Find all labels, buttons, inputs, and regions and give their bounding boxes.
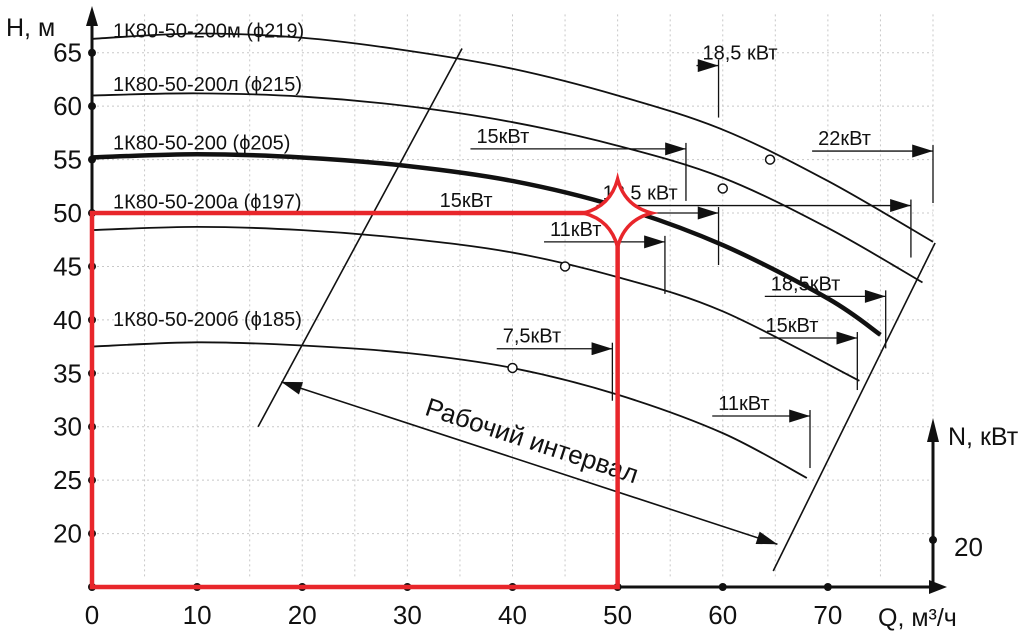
highlight-rectangle xyxy=(89,210,620,590)
power-label: 15кВт xyxy=(766,315,819,337)
y-tick-label: 35 xyxy=(53,358,82,388)
x-tick-label: 10 xyxy=(183,600,212,630)
x-tick-label: 40 xyxy=(498,600,527,630)
operating-point xyxy=(507,362,518,374)
x-tick-label: 30 xyxy=(393,600,422,630)
x-axis-arrow-icon xyxy=(929,580,947,594)
operating-range-lines xyxy=(257,48,936,572)
y-tick-label: 20 xyxy=(53,519,82,549)
power-label: 15кВт xyxy=(476,126,529,148)
series-label: 1К80-50-200м (ϕ219) xyxy=(113,20,304,42)
power-label: 11кВт xyxy=(718,393,769,415)
x-tick-label: 0 xyxy=(85,600,99,630)
highlight-star-icon xyxy=(576,172,659,254)
y-tick-dot xyxy=(88,48,96,57)
operating-point xyxy=(559,261,571,272)
y-axis-arrow-icon xyxy=(86,6,98,26)
y2-axis-label: N, кВт xyxy=(948,423,1019,451)
y2-tick-dot xyxy=(929,535,937,544)
y-axis-label: Н, м xyxy=(6,14,55,42)
x-axis-label: Q, м³/ч xyxy=(878,604,957,632)
y2-tick-label: 20 xyxy=(954,532,983,562)
power-label: 18,5 кВт xyxy=(702,43,777,65)
series-label: 1К80-50-200б (ϕ185) xyxy=(113,309,302,331)
y-tick-label: 30 xyxy=(53,412,82,442)
series-line xyxy=(91,226,860,382)
series-line xyxy=(91,92,923,284)
y-tick-label: 40 xyxy=(53,305,82,335)
x-tick-label: 70 xyxy=(813,600,842,630)
y-tick-label: 65 xyxy=(53,38,82,68)
x-tick-dot xyxy=(823,583,832,591)
power-label: 7,5кВт xyxy=(503,326,561,348)
series-label: 1К80-50-200а (ϕ197) xyxy=(113,191,302,213)
curve-labels: 1К80-50-200м (ϕ219) 1К80-50-200л (ϕ215) 1К… xyxy=(113,20,304,331)
x-tick-dot xyxy=(718,583,727,591)
power-label: 11кВт xyxy=(550,219,601,241)
y2-axis-arrow-icon xyxy=(927,418,939,442)
series-label: 1К80-50-200 (ϕ205) xyxy=(113,133,290,155)
series-label: 1К80-50-200л (ϕ215) xyxy=(113,74,302,96)
series-line xyxy=(91,151,882,337)
operating-interval-annotation: Рабочий интервал xyxy=(280,381,778,546)
power-label: 15кВт xyxy=(440,190,493,212)
power-label: 18,5кВт xyxy=(771,273,841,295)
grid xyxy=(92,14,934,577)
x-tick-label: 60 xyxy=(708,600,737,630)
x-tick-label: 20 xyxy=(288,600,317,630)
y-tick-label: 50 xyxy=(53,198,82,228)
y-tick-label: 25 xyxy=(53,465,82,495)
power-label: 22кВт xyxy=(818,128,871,150)
range-line-left xyxy=(257,48,463,428)
operating-point xyxy=(717,183,728,194)
y-tick-dot xyxy=(88,102,96,111)
y-tick-label: 55 xyxy=(53,145,82,175)
operating-interval-arrow xyxy=(280,381,778,546)
series-line xyxy=(91,32,934,243)
range-line-right xyxy=(772,242,936,572)
operating-point xyxy=(764,154,776,165)
y-tick-label: 45 xyxy=(53,251,82,281)
x-tick-label: 50 xyxy=(603,600,632,630)
y-tick-label: 60 xyxy=(53,91,82,121)
curves xyxy=(91,32,934,479)
highlight-overlay xyxy=(89,172,659,590)
operating-interval-label: Рабочий интервал xyxy=(422,392,642,490)
